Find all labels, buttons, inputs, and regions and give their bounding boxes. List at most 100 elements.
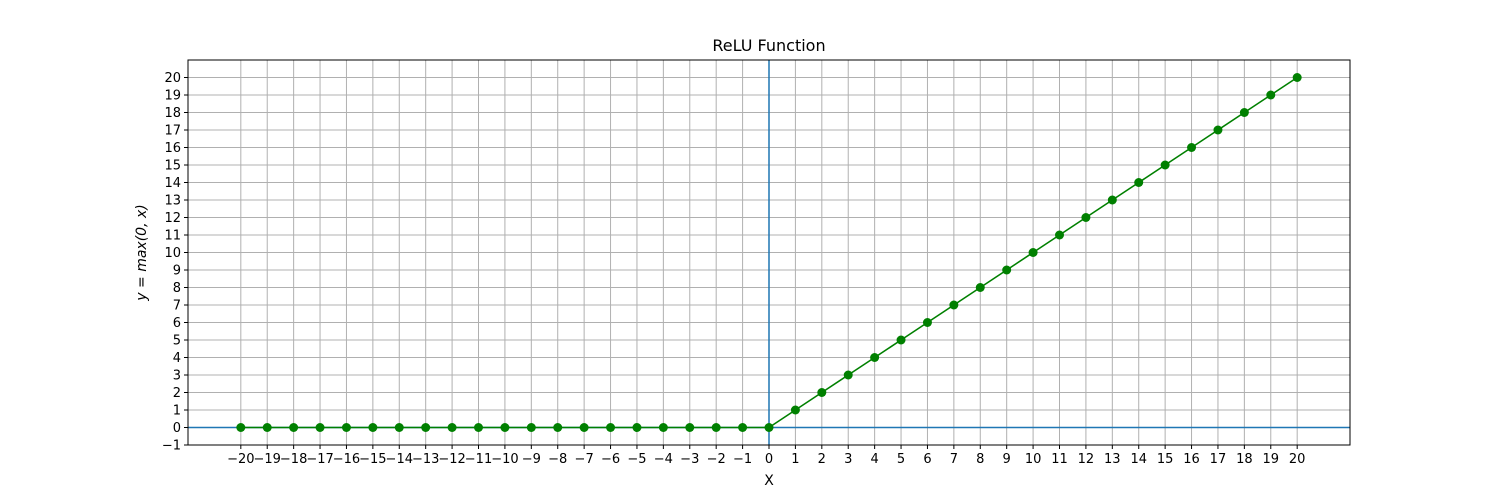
y-axis-label: y = max(0, x) [134,204,150,301]
x-tick-label: 2 [818,452,826,467]
y-tick-label: 9 [173,264,181,279]
x-tick-label: −2 [707,452,726,467]
x-tick-label: −15 [359,452,386,467]
y-tick-label: 0 [173,421,181,436]
x-tick-label: 3 [844,452,852,467]
x-tick-label: −7 [575,452,594,467]
data-point [632,423,642,432]
x-tick-label: 1 [791,452,799,467]
data-point [315,423,325,432]
data-point [658,423,668,432]
y-tick-label: 3 [173,369,181,384]
y-tick-label: 1 [173,404,181,419]
y-tick-label: 11 [164,229,181,244]
data-point [1213,125,1223,135]
data-point [606,423,616,432]
series-layer [236,73,1302,432]
data-point [341,423,351,432]
x-tick-label: −18 [280,452,307,467]
x-tick-label: −9 [522,452,541,467]
data-point [236,423,246,432]
data-point [474,423,483,432]
data-point [896,335,906,345]
x-tick-label: −5 [627,452,646,467]
y-tick-label: 20 [164,71,181,86]
y-tick-label: 15 [164,159,181,174]
x-tick-label: 17 [1210,452,1227,467]
data-point [262,423,272,432]
x-tick-label: −19 [254,452,281,467]
x-tick-label: 15 [1157,452,1174,467]
y-tick-label: 14 [164,176,181,191]
x-tick-label: −8 [548,452,567,467]
data-point [1081,213,1091,222]
data-point [738,423,748,432]
x-tick-label: 14 [1130,452,1147,467]
y-tick-label: 6 [173,316,181,331]
y-tick-label: 8 [173,281,181,296]
x-tick-label: −3 [680,452,699,467]
data-point [843,370,853,380]
x-tick-label: 5 [897,452,905,467]
data-point [922,318,932,327]
x-tick-label: 9 [1003,452,1011,467]
data-point [1055,230,1064,240]
x-tick-label: −6 [601,452,620,467]
data-point [1239,108,1249,117]
data-point [711,423,721,432]
y-tick-label: 5 [173,334,181,349]
x-tick-label: −4 [654,452,673,467]
y-tick-label: 13 [164,194,181,209]
data-point [1160,160,1170,170]
data-point [1107,195,1117,205]
data-point [870,353,880,362]
y-tick-label: 7 [173,299,181,314]
x-tick-label: 18 [1236,452,1253,467]
data-point [1002,265,1012,275]
x-tick-label: 16 [1183,452,1200,467]
data-point [975,283,985,292]
x-tick-label: 20 [1289,452,1306,467]
x-tick-label: 7 [950,452,958,467]
chart-title: ReLU Function [712,36,825,55]
x-tick-label: −12 [438,452,465,467]
x-tick-label: 4 [870,452,878,467]
x-tick-label: 8 [976,452,984,467]
data-point [1266,90,1276,100]
x-tick-label: −20 [227,452,254,467]
data-point [817,388,827,397]
x-tick-label: −16 [333,452,360,467]
data-point [685,423,695,432]
x-tick-label: −17 [306,452,333,467]
x-tick-label: 0 [765,452,773,467]
y-tick-label: 17 [164,124,181,139]
x-tick-label: −13 [412,452,439,467]
data-point [1187,143,1197,152]
y-tick-label: −1 [162,439,181,454]
y-tick-label: 2 [173,386,181,401]
y-tick-label: 12 [164,211,181,226]
data-point [368,423,378,432]
data-point [289,423,299,432]
x-tick-label: 19 [1262,452,1279,467]
data-point [1134,178,1144,187]
data-point [553,423,563,432]
data-point [421,423,431,432]
y-tick-label: 18 [164,106,181,121]
data-point [1292,73,1302,82]
data-point [949,300,959,310]
x-tick-label: 6 [923,452,931,467]
x-tick-label: 10 [1025,452,1042,467]
data-point [447,423,457,432]
y-tick-label: 19 [164,89,181,104]
x-tick-label: 13 [1104,452,1121,467]
x-tick-label: −1 [733,452,752,467]
x-tick-label: −10 [491,452,518,467]
y-tick-label: 16 [164,141,181,156]
x-tick-label: −11 [465,452,492,467]
y-tick-label: 10 [164,246,181,261]
data-point [1028,248,1038,257]
